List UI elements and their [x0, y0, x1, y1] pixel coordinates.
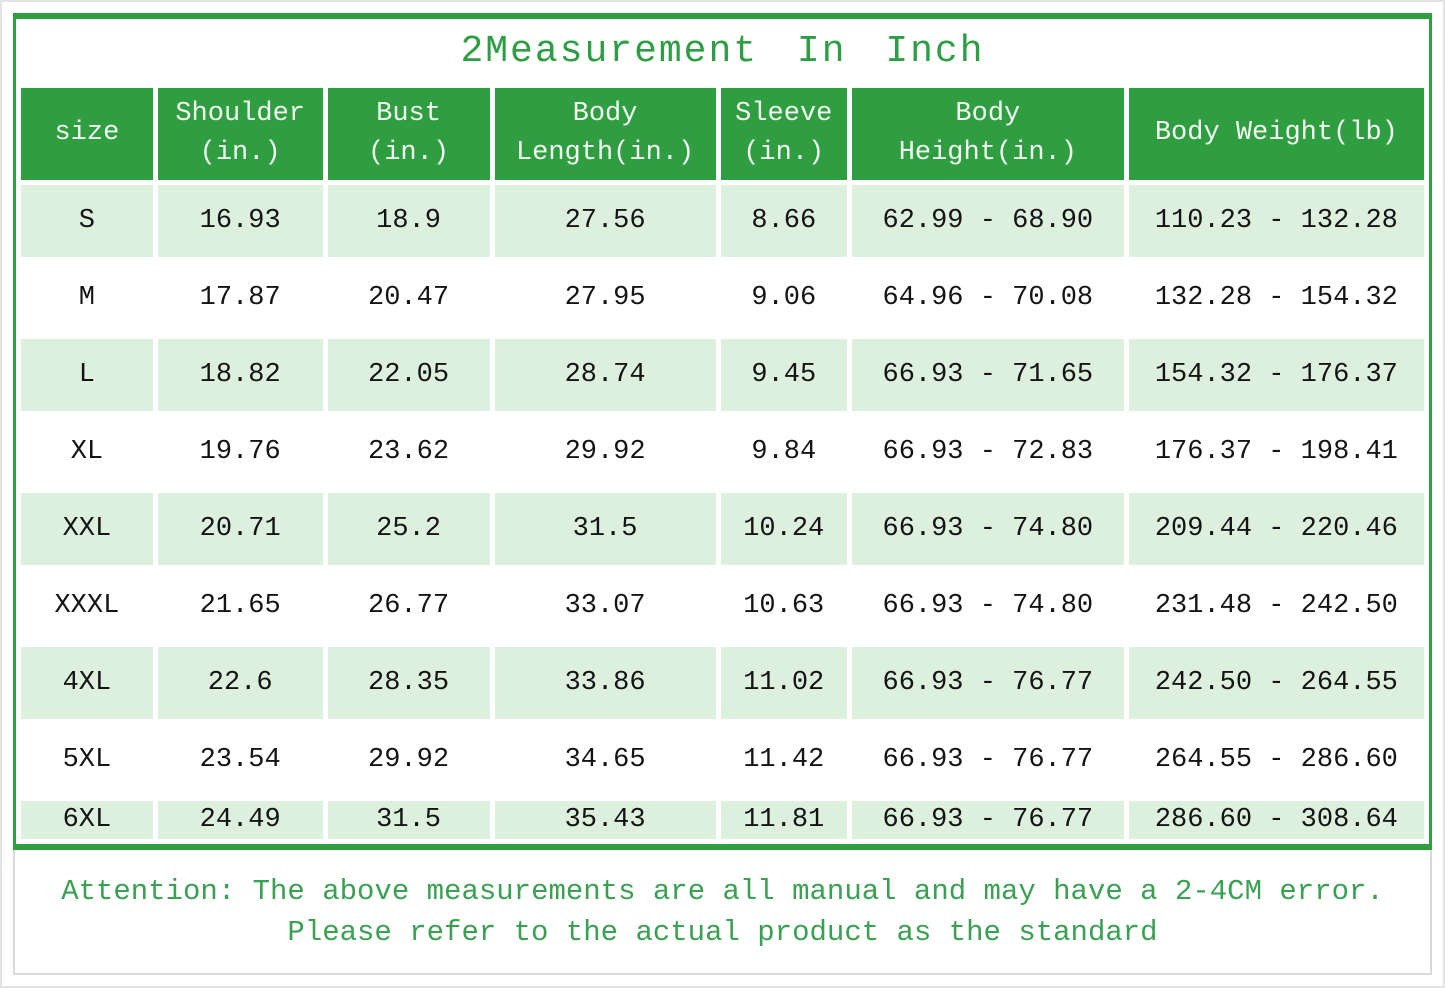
data-cell: 35.43 [494, 801, 716, 839]
data-cell: 10.24 [720, 493, 847, 565]
column-header-shoulder: Shoulder (in.) [157, 88, 323, 180]
data-cell: 33.86 [494, 647, 716, 719]
data-cell: 209.44 - 220.46 [1128, 493, 1424, 565]
attention-line-1: Attention: The above measurements are al… [61, 874, 1384, 908]
column-header-bust: Bust (in.) [327, 88, 490, 180]
data-cell: 62.99 - 68.90 [851, 185, 1124, 257]
data-cell: 29.92 [494, 416, 716, 488]
column-header-body-height: Body Height(in.) [851, 88, 1124, 180]
table-row-4xl: 4XL 22.6 28.35 33.86 11.02 66.93 - 76.77… [21, 647, 1424, 719]
page-title: 2Measurement In Inch [460, 29, 985, 73]
data-cell: 11.81 [720, 801, 847, 839]
data-cell: 27.95 [494, 262, 716, 334]
column-header-size: size [21, 88, 153, 180]
size-cell: L [21, 339, 153, 411]
table-row-xl: XL 19.76 23.62 29.92 9.84 66.93 - 72.83 … [21, 416, 1424, 488]
size-table: size Shoulder (in.) Bust (in.) Body Leng… [16, 83, 1429, 844]
size-cell: M [21, 262, 153, 334]
data-cell: 66.93 - 74.80 [851, 570, 1124, 642]
data-cell: 154.32 - 176.37 [1128, 339, 1424, 411]
data-cell: 20.71 [157, 493, 323, 565]
data-cell: 66.93 - 76.77 [851, 647, 1124, 719]
data-cell: 286.60 - 308.64 [1128, 801, 1424, 839]
measurement-table-box: 2Measurement In Inch size Shoulder (in.) [13, 13, 1432, 850]
data-cell: 9.45 [720, 339, 847, 411]
data-cell: 11.42 [720, 724, 847, 796]
size-cell: 4XL [21, 647, 153, 719]
size-cell: XL [21, 416, 153, 488]
size-cell: 6XL [21, 801, 153, 839]
size-cell: S [21, 185, 153, 257]
data-cell: 19.76 [157, 416, 323, 488]
data-cell: 29.92 [327, 724, 490, 796]
data-cell: 10.63 [720, 570, 847, 642]
data-cell: 25.2 [327, 493, 490, 565]
table-row-xxl: XXL 20.71 25.2 31.5 10.24 66.93 - 74.80 … [21, 493, 1424, 565]
size-cell: XXXL [21, 570, 153, 642]
header-row: size Shoulder (in.) Bust (in.) Body Leng… [21, 88, 1424, 180]
data-cell: 176.37 - 198.41 [1128, 416, 1424, 488]
table-row-5xl: 5XL 23.54 29.92 34.65 11.42 66.93 - 76.7… [21, 724, 1424, 796]
data-cell: 22.05 [327, 339, 490, 411]
data-cell: 20.47 [327, 262, 490, 334]
data-cell: 66.93 - 71.65 [851, 339, 1124, 411]
data-cell: 23.62 [327, 416, 490, 488]
data-cell: 132.28 - 154.32 [1128, 262, 1424, 334]
data-cell: 66.93 - 76.77 [851, 724, 1124, 796]
column-header-sleeve: Sleeve (in.) [720, 88, 847, 180]
data-cell: 264.55 - 286.60 [1128, 724, 1424, 796]
data-cell: 34.65 [494, 724, 716, 796]
data-cell: 242.50 - 264.55 [1128, 647, 1424, 719]
data-cell: 21.65 [157, 570, 323, 642]
data-cell: 64.96 - 70.08 [851, 262, 1124, 334]
data-cell: 22.6 [157, 647, 323, 719]
data-cell: 110.23 - 132.28 [1128, 185, 1424, 257]
data-cell: 24.49 [157, 801, 323, 839]
size-chart-panel: 2Measurement In Inch size Shoulder (in.) [13, 13, 1432, 975]
table-row-l: L 18.82 22.05 28.74 9.45 66.93 - 71.65 1… [21, 339, 1424, 411]
size-cell: 5XL [21, 724, 153, 796]
size-cell: XXL [21, 493, 153, 565]
attention-line-2: Please refer to the actual product as th… [287, 915, 1158, 949]
attention-note: Attention: The above measurements are al… [13, 850, 1432, 975]
data-cell: 17.87 [157, 262, 323, 334]
data-cell: 28.35 [327, 647, 490, 719]
data-cell: 11.02 [720, 647, 847, 719]
data-cell: 8.66 [720, 185, 847, 257]
data-cell: 66.93 - 74.80 [851, 493, 1124, 565]
data-cell: 16.93 [157, 185, 323, 257]
data-cell: 66.93 - 72.83 [851, 416, 1124, 488]
table-row-s: S 16.93 18.9 27.56 8.66 62.99 - 68.90 11… [21, 185, 1424, 257]
data-cell: 31.5 [327, 801, 490, 839]
data-cell: 33.07 [494, 570, 716, 642]
table-row-m: M 17.87 20.47 27.95 9.06 64.96 - 70.08 1… [21, 262, 1424, 334]
data-cell: 66.93 - 76.77 [851, 801, 1124, 839]
column-header-body-weight: Body Weight(lb) [1128, 88, 1424, 180]
data-cell: 18.9 [327, 185, 490, 257]
data-cell: 18.82 [157, 339, 323, 411]
data-cell: 23.54 [157, 724, 323, 796]
table-row-xxxl: XXXL 21.65 26.77 33.07 10.63 66.93 - 74.… [21, 570, 1424, 642]
table-row-6xl: 6XL 24.49 31.5 35.43 11.81 66.93 - 76.77… [21, 801, 1424, 839]
data-cell: 9.06 [720, 262, 847, 334]
data-cell: 27.56 [494, 185, 716, 257]
data-cell: 28.74 [494, 339, 716, 411]
column-header-body-length: Body Length(in.) [494, 88, 716, 180]
data-cell: 31.5 [494, 493, 716, 565]
data-cell: 9.84 [720, 416, 847, 488]
data-cell: 26.77 [327, 570, 490, 642]
data-cell: 231.48 - 242.50 [1128, 570, 1424, 642]
